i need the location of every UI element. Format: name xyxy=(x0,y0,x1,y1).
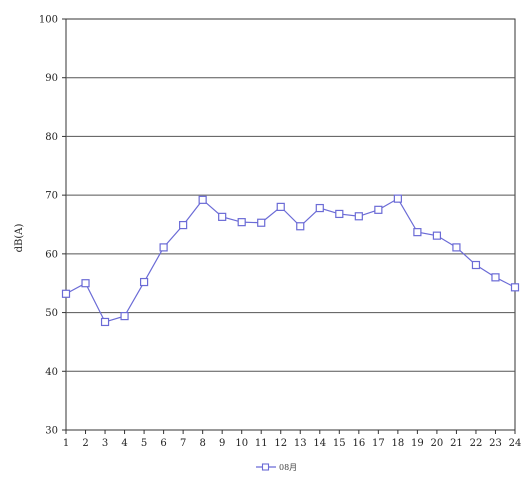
data-point-17 xyxy=(374,205,383,214)
data-point-22 xyxy=(471,260,481,270)
data-point-3 xyxy=(100,317,110,327)
data-point-6 xyxy=(159,243,168,252)
x-tick-label-5: 5 xyxy=(141,438,147,449)
data-point-16 xyxy=(354,212,363,221)
x-tick-label-22: 22 xyxy=(470,438,483,449)
data-point-7 xyxy=(179,220,188,230)
data-point-14 xyxy=(315,203,324,213)
data-point-4 xyxy=(120,311,129,321)
y-tick-label-50: 50 xyxy=(45,308,58,319)
grid-lines xyxy=(66,77,515,372)
data-point-20 xyxy=(432,231,442,240)
data-point-24 xyxy=(510,283,520,292)
x-tick-label-10: 10 xyxy=(235,438,248,449)
data-point-11 xyxy=(257,218,266,227)
legend: 08月 xyxy=(256,463,297,472)
plot-area xyxy=(65,18,516,431)
x-tick-label-23: 23 xyxy=(489,438,502,449)
legend-label: 08月 xyxy=(279,463,297,472)
legend-marker xyxy=(261,463,270,471)
x-tick-label-18: 18 xyxy=(392,438,405,449)
data-point-9 xyxy=(218,212,227,221)
x-tick-label-17: 17 xyxy=(372,438,385,449)
y-tick-label-90: 90 xyxy=(45,73,58,84)
x-tick-label-12: 12 xyxy=(274,438,287,449)
x-tick-label-3: 3 xyxy=(102,438,108,449)
x-tick-label-4: 4 xyxy=(121,438,127,449)
data-point-12 xyxy=(276,202,285,211)
series-layer xyxy=(61,194,520,327)
data-point-5 xyxy=(139,277,149,287)
x-tick-label-6: 6 xyxy=(160,438,166,449)
data-point-15 xyxy=(335,209,344,219)
x-tick-label-24: 24 xyxy=(509,438,522,449)
x-tick-label-14: 14 xyxy=(313,438,326,449)
y-axis-label: dB(A) xyxy=(14,224,25,253)
data-point-2 xyxy=(81,279,90,288)
x-tick-label-8: 8 xyxy=(199,438,205,449)
x-tick-label-2: 2 xyxy=(82,438,88,449)
x-tick-label-9: 9 xyxy=(219,438,225,449)
data-point-10 xyxy=(237,218,246,227)
x-tick-label-21: 21 xyxy=(450,438,463,449)
y-axis-ticks: 30 40 50 60 70 80 90 100 xyxy=(39,15,66,437)
x-tick-label-16: 16 xyxy=(352,438,365,449)
x-tick-label-13: 13 xyxy=(294,438,307,449)
y-tick-label-40: 40 xyxy=(45,367,58,378)
x-tick-label-7: 7 xyxy=(180,438,186,449)
y-tick-label-60: 60 xyxy=(45,249,58,260)
x-tick-label-20: 20 xyxy=(431,438,444,449)
data-point-18 xyxy=(393,194,402,203)
y-tick-label-70: 70 xyxy=(45,191,58,202)
data-point-8 xyxy=(198,195,207,204)
data-point-21 xyxy=(452,243,461,252)
data-point-19 xyxy=(413,228,422,237)
x-tick-label-11: 11 xyxy=(255,438,268,449)
data-point-23 xyxy=(491,273,500,282)
data-point-1 xyxy=(61,289,71,298)
y-tick-label-30: 30 xyxy=(45,426,58,437)
y-tick-label-100: 100 xyxy=(39,15,58,26)
y-tick-label-80: 80 xyxy=(45,132,58,143)
x-axis-ticks: 1 2 3 4 5 6 7 8 9 10 11 12 13 14 15 16 17 18 19 20 21 22 23 24 xyxy=(63,430,522,449)
x-tick-label-1: 1 xyxy=(63,438,69,449)
x-tick-label-19: 19 xyxy=(411,438,424,449)
data-point-13 xyxy=(296,222,305,231)
x-tick-label-15: 15 xyxy=(333,438,346,449)
